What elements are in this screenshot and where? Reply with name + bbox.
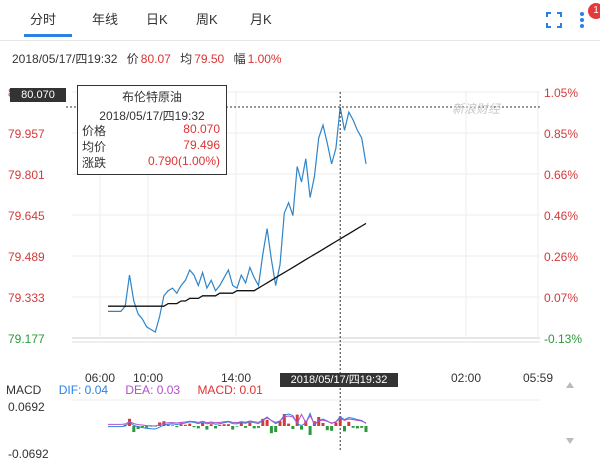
macd-title: MACD: [6, 383, 42, 397]
tooltip-title: 布伦特原油: [121, 90, 182, 104]
x-tick-label: 14:00: [221, 371, 251, 385]
tooltip-label: 价格: [82, 124, 107, 138]
x-tick-label: 10:00: [133, 371, 163, 385]
x-tick-label: 02:00: [451, 371, 481, 385]
tooltip-label: 涨跌: [82, 156, 107, 170]
tooltip-value: 79.496: [183, 138, 220, 152]
y-tick-label-right: -0.13%: [544, 332, 582, 346]
tab-yearly[interactable]: 年线: [92, 12, 119, 27]
macd-dif: DIF: 0.04: [58, 383, 109, 397]
macd-legend: MACD DIF: 0.04 DEA: 0.03 MACD: 0.01: [6, 383, 277, 397]
y-tick-label-left: 79.177: [8, 332, 45, 346]
scroll-down-icon: [566, 438, 574, 444]
avg-value: 79.50: [194, 52, 225, 66]
quote-summary: 2018/05/17/四19:32 价 80.07 均 79.50 幅 1.00%: [12, 50, 288, 67]
tooltip-datetime: 2018/05/17/四19:32: [99, 109, 205, 123]
macd-dea-line: [108, 413, 367, 427]
y-tick-label-right: 0.66%: [544, 168, 578, 182]
change-value: 1.00%: [247, 52, 282, 66]
avg-label: 均: [180, 52, 193, 66]
tab-weekly-k[interactable]: 周K: [196, 12, 218, 27]
y-tick-label-right: 1.05%: [544, 86, 578, 100]
watermark: 新浪财经: [452, 102, 501, 116]
tab-monthly-k[interactable]: 月K: [250, 12, 272, 27]
y-tick-label-right: 0.07%: [544, 291, 578, 305]
y-tick-label-left: 79.645: [8, 209, 45, 223]
macd-value: MACD: 0.01: [197, 383, 263, 397]
scroll-up-icon: [566, 382, 574, 388]
avg-line: [108, 222, 367, 307]
macd-dif-line: [108, 412, 367, 430]
quote-datetime: 2018/05/17/四19:32: [12, 52, 118, 66]
price-line: [108, 106, 367, 334]
tooltip-label: 均价: [82, 140, 107, 154]
price-label: 价: [126, 52, 139, 66]
more-icon[interactable]: [574, 10, 594, 30]
x-tick-label: 05:59: [523, 371, 553, 385]
period-tabs: 分时 年线 日K 周K 月K 1: [0, 0, 600, 41]
cursor-time-label: 2018/05/17/四19:32: [280, 373, 398, 387]
x-tick-label: 06:00: [85, 371, 115, 385]
tooltip-value: 80.070: [183, 122, 220, 136]
tooltip-value: 0.790(1.00%): [147, 154, 220, 168]
change-label: 幅: [233, 52, 246, 66]
y-tick-label-right: 0.26%: [544, 250, 578, 264]
active-tab-indicator: [24, 34, 72, 37]
price-value: 80.07: [140, 52, 171, 66]
y-tick-label-left: 79.801: [8, 168, 45, 182]
macd-bottom-label: -0.0692: [8, 447, 49, 461]
fullscreen-icon[interactable]: [544, 10, 564, 30]
tooltip-row-change: 涨跌 0.790(1.00%): [82, 154, 220, 171]
tab-intraday[interactable]: 分时: [30, 12, 57, 27]
cursor-price-label: 80.070: [10, 88, 66, 102]
notification-badge: 1: [588, 3, 600, 19]
y-tick-label-right: 0.46%: [544, 209, 578, 223]
y-tick-label-left: 79.333: [8, 291, 45, 305]
price-tooltip: 布伦特原油 2018/05/17/四19:32 价格 80.070 均价 79.49…: [77, 85, 227, 175]
tooltip-row-price: 价格 80.070: [82, 122, 220, 139]
y-tick-label-left: 79.489: [8, 250, 45, 264]
tooltip-row-avg: 均价 79.496: [82, 138, 220, 155]
macd-dea: DEA: 0.03: [125, 383, 181, 397]
macd-top-label: 0.0692: [8, 400, 45, 414]
y-tick-label-left: 79.957: [8, 127, 45, 141]
tab-daily-k[interactable]: 日K: [146, 12, 168, 27]
y-tick-label-right: 0.85%: [544, 127, 578, 141]
